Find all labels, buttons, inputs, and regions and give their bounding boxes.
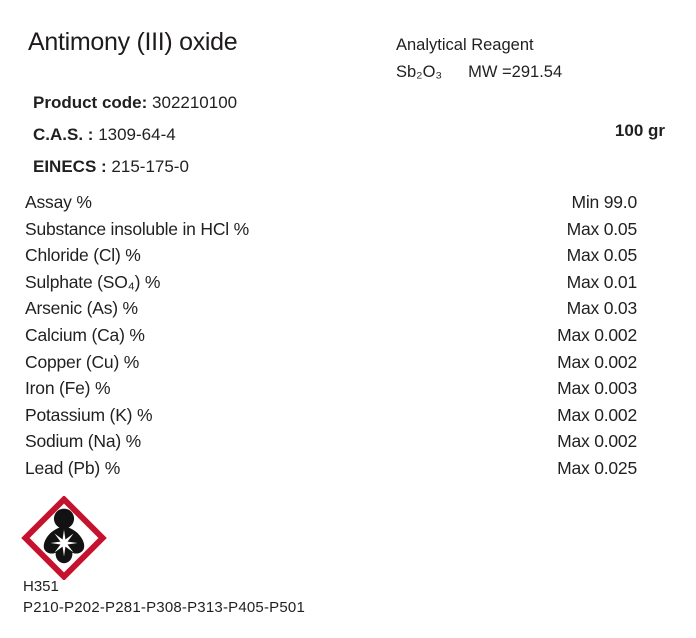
spec-row: Assay % Min 99.0 xyxy=(25,192,637,219)
spec-label: Substance insoluble in HCl % xyxy=(25,218,249,239)
spec-row: Calcium (Ca) % Max 0.002 xyxy=(25,325,637,352)
spec-value: Max 0.002 xyxy=(557,404,637,425)
spec-value: Max 0.05 xyxy=(566,245,638,266)
molecular-weight: MW =291.54 xyxy=(468,63,563,81)
reagent-grade: Analytical Reagent xyxy=(396,36,534,54)
spec-row: Substance insoluble in HCl % Max 0.05 xyxy=(25,219,637,246)
spec-row: Sulphate (SO₄) % Max 0.01 xyxy=(25,272,637,299)
spec-label: Chloride (Cl) % xyxy=(25,245,141,266)
product-code-value: 302210100 xyxy=(152,93,238,112)
cas-value: 1309-64-4 xyxy=(98,125,176,144)
spec-label: Sodium (Na) % xyxy=(25,431,142,452)
spec-value: Max 0.05 xyxy=(566,218,638,239)
spec-value: Max 0.01 xyxy=(566,271,638,292)
spec-label: Calcium (Ca) % xyxy=(25,324,145,345)
formula-line: Sb₂O₃ MW =291.54 xyxy=(396,63,562,82)
spec-row: Chloride (Cl) % Max 0.05 xyxy=(25,245,637,272)
product-code-line: Product code: 302210100 xyxy=(33,93,237,113)
spec-label: Lead (Pb) % xyxy=(25,457,121,478)
spec-value: Max 0.002 xyxy=(557,324,637,345)
spec-row: Lead (Pb) % Max 0.025 xyxy=(25,458,637,485)
chemical-formula: Sb₂O₃ xyxy=(396,63,443,81)
spec-value: Max 0.002 xyxy=(557,351,637,372)
spec-value: Max 0.003 xyxy=(557,378,637,399)
pack-size: 100 gr xyxy=(614,121,665,140)
spec-row: Potassium (K) % Max 0.002 xyxy=(25,405,637,432)
spec-label: Sulphate (SO₄) % xyxy=(25,271,161,292)
spec-label: Iron (Fe) % xyxy=(25,378,111,399)
spec-value: Max 0.025 xyxy=(557,457,637,478)
pictogram-star xyxy=(50,529,78,557)
cas-label: C.A.S. : xyxy=(33,125,94,144)
spec-label: Potassium (K) % xyxy=(25,404,153,425)
spec-label: Arsenic (As) % xyxy=(25,298,138,319)
spec-label: Copper (Cu) % xyxy=(25,351,140,372)
spec-row: Copper (Cu) % Max 0.002 xyxy=(25,352,637,379)
hazard-statements: H351 xyxy=(23,578,59,595)
einecs-label: EINECS : xyxy=(33,157,107,176)
product-title: Antimony (III) oxide xyxy=(28,28,238,56)
einecs-line: EINECS : 215-175-0 xyxy=(33,157,189,177)
ghs08-health-hazard-icon xyxy=(21,496,107,580)
product-code-label: Product code: xyxy=(33,93,148,112)
spec-label: Assay % xyxy=(25,192,92,212)
cas-line: C.A.S. : 1309-64-4 xyxy=(33,125,176,145)
spec-row: Arsenic (As) % Max 0.03 xyxy=(25,298,637,325)
reagent-grade-block: Analytical Reagent Sb₂O₃ MW =291.54 xyxy=(396,36,562,82)
spec-row: Sodium (Na) % Max 0.002 xyxy=(25,431,637,458)
spec-value: Min 99.0 xyxy=(571,192,637,212)
spec-value: Max 0.002 xyxy=(557,431,637,452)
spec-value: Max 0.03 xyxy=(566,298,638,319)
precaution-statements: P210-P202-P281-P308-P313-P405-P501 xyxy=(23,599,305,616)
specification-table: Assay % Min 99.0 Substance insoluble in … xyxy=(25,192,637,485)
einecs-value: 215-175-0 xyxy=(111,157,189,176)
spec-row: Iron (Fe) % Max 0.003 xyxy=(25,378,637,405)
